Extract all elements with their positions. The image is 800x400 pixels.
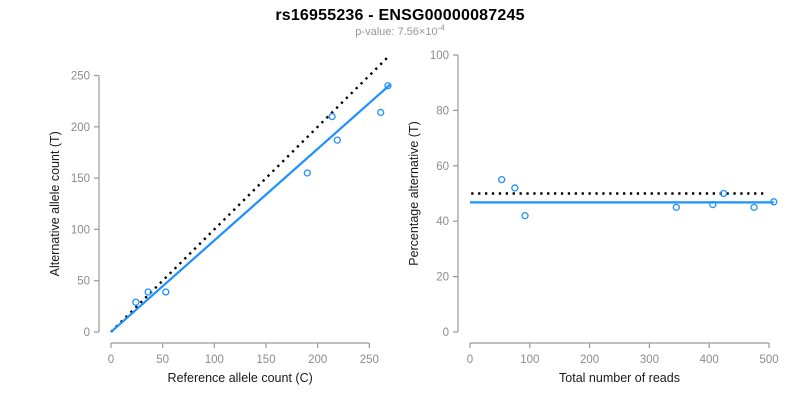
data-point	[719, 189, 728, 198]
data-point	[144, 288, 152, 296]
data-point	[770, 198, 778, 206]
y-tick-label: 100	[430, 50, 449, 62]
x-tick-label: 200	[580, 354, 599, 366]
data-point	[162, 288, 170, 296]
plot-title: rs16955236 - ENSG00000087245	[275, 7, 525, 24]
x-tick-label: 200	[308, 354, 327, 366]
data-point	[521, 212, 529, 220]
data-point	[377, 108, 385, 117]
x-tick-label: 250	[360, 354, 379, 366]
y-axis-title: Percentage alternative (T)	[407, 121, 421, 266]
data-point	[709, 200, 717, 209]
pvalue-exponent: -4	[437, 23, 445, 33]
y-tick-label: 0	[84, 327, 90, 339]
x-tick-label: 100	[205, 354, 224, 366]
y-tick-label: 40	[436, 216, 449, 228]
data-point	[333, 136, 341, 144]
y-tick-label: 0	[443, 327, 449, 339]
y-tick-label: 200	[71, 122, 90, 134]
y-tick-label: 60	[436, 161, 449, 173]
data-point	[328, 112, 336, 121]
data-point	[672, 203, 680, 212]
y-tick-label: 50	[77, 276, 90, 288]
x-tick-label: 400	[700, 354, 719, 366]
data-point	[750, 203, 758, 212]
data-point	[303, 169, 311, 177]
data-point	[511, 184, 519, 192]
y-tick-label: 150	[71, 173, 90, 185]
left-plot: 0 50 100 150 200 250 0 50 100 150 200 250 Reference …	[48, 54, 392, 385]
y-tick-label: 20	[436, 272, 449, 284]
pvalue-text: p-value: 7.56×10	[355, 26, 438, 38]
y-tick-label: 250	[71, 71, 90, 83]
plot-subtitle: p-value: 7.56×10-4	[0, 23, 800, 38]
x-axis-title: Total number of reads	[559, 371, 680, 385]
x-tick-label: 0	[467, 354, 473, 366]
data-point	[498, 175, 506, 184]
y-tick-label: 80	[436, 105, 449, 117]
y-axis-title: Alternative allele count (T)	[48, 131, 62, 276]
data-point	[384, 82, 392, 90]
x-tick-label: 50	[156, 354, 169, 366]
x-axis-title: Reference allele count (C)	[168, 371, 313, 385]
right-plot: 0 20 40 60 80 100 0 100 200 300 400 500 Total number…	[407, 50, 779, 385]
identity-line	[110, 54, 391, 333]
fit-line	[110, 83, 391, 333]
x-tick-label: 100	[520, 354, 539, 366]
x-tick-label: 150	[256, 354, 275, 366]
x-tick-label: 300	[640, 354, 659, 366]
x-tick-label: 500	[759, 354, 778, 366]
y-tick-label: 100	[71, 224, 90, 236]
x-tick-label: 0	[108, 354, 114, 366]
data-point	[132, 298, 140, 306]
